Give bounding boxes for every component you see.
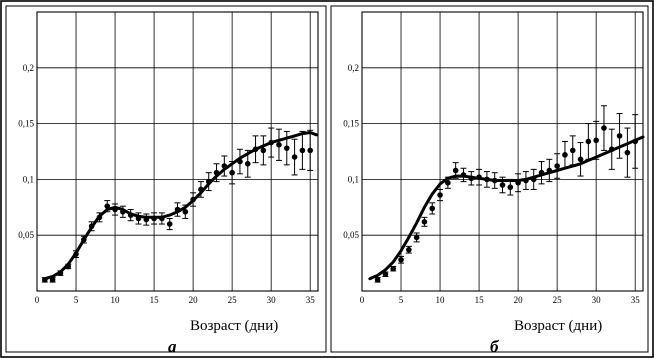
- panel-a-data-point: [166, 221, 173, 227]
- panel-a-data-point: [283, 145, 290, 151]
- panel-b-data-point: [429, 205, 436, 212]
- panel-a-x-tick-label: 0: [35, 295, 40, 305]
- panel-b-y-tick-label: 0,05: [343, 230, 359, 240]
- panel-b-data-point: [452, 167, 459, 174]
- panel-a-data-point: [182, 208, 189, 215]
- panel-a-border: [5, 5, 327, 353]
- panel-a-data-point: [244, 160, 251, 167]
- panel-b-y-tick-label: 0,15: [343, 119, 359, 129]
- panel-a-x-tick-label: 15: [150, 295, 160, 305]
- panel-b-data-point: [585, 138, 592, 145]
- panel-b-x-tick-label: 30: [592, 295, 602, 305]
- panel-a-data-point: [276, 142, 282, 148]
- panel-b-data-point: [507, 184, 514, 191]
- panel-b-data-point: [624, 149, 631, 156]
- panel-b-data-point: [593, 137, 599, 144]
- panel-b-data-point: [406, 246, 412, 253]
- panel-a-y-tick-label: 0,05: [18, 230, 34, 240]
- panel-a-plot-frame: [36, 11, 319, 292]
- panel-a-x-tick-label: 20: [189, 295, 199, 305]
- panel-b-y-tick-label: 0,1: [348, 174, 359, 184]
- panel-a-y-tick-label: 0,1: [23, 174, 34, 184]
- panel-a: 0 5 10 15 20 25 30 35 0,05 0,1 0,15 0,2: [18, 11, 319, 305]
- panel-b-data-point: [554, 163, 560, 169]
- panel-a-y-tick-label: 0,15: [18, 119, 34, 129]
- panel-b-data-point: [562, 152, 568, 158]
- panel-b-data-point: [616, 133, 623, 139]
- panel-a-data-point: [291, 154, 298, 160]
- panel-b-x-tick-label: 15: [475, 295, 485, 305]
- panel-b: 0 5 10 15 20 25 30 35 0,05 0,1 0,15 0,2: [343, 11, 645, 305]
- panel-b-x-tick-label: 0: [360, 295, 365, 305]
- panel-b-xlabel: Возраст (дни): [514, 318, 602, 334]
- panel-a-x-tick-label: 30: [267, 295, 277, 305]
- panel-b-x-tick-label: 35: [631, 295, 641, 305]
- panel-a-y-tick-label: 0,2: [23, 63, 34, 73]
- panel-b-x-tick-label: 10: [436, 295, 446, 305]
- panel-b-data-point: [499, 182, 506, 188]
- panel-a-data-point: [299, 147, 306, 154]
- panel-b-fit-line: [368, 135, 645, 281]
- panel-b-plot-frame: [361, 11, 644, 292]
- panel-b-data-point: [437, 192, 443, 198]
- panel-b-data-point: [382, 271, 389, 278]
- panel-b-x-tick-label: 5: [399, 295, 404, 305]
- panel-b-data-point: [374, 277, 381, 283]
- panel-a-data-point: [307, 147, 313, 154]
- panel-a-x-tick-label: 5: [74, 295, 79, 305]
- panel-b-letter: б: [490, 337, 500, 356]
- panel-b-x-tick-label: 20: [514, 295, 524, 305]
- panel-a-fit-line: [43, 131, 318, 281]
- panel-b-data-point: [398, 256, 404, 263]
- panel-b-data-point: [577, 156, 584, 163]
- panel-b-data-point: [421, 219, 428, 225]
- panel-a-letter: а: [168, 337, 177, 356]
- panel-b-data-point: [601, 125, 607, 131]
- panel-a-x-tick-label: 10: [111, 295, 121, 305]
- panel-a-xlabel: Возраст (дни): [190, 318, 278, 334]
- panel-a-x-tick-label: 25: [228, 295, 238, 305]
- panel-b-data-point: [390, 265, 397, 272]
- panel-b-border: [330, 5, 649, 353]
- panel-b-data-point: [569, 147, 576, 154]
- panel-a-data-point: [229, 169, 235, 176]
- panel-b-data-point: [413, 234, 420, 241]
- panel-b-data-point: [445, 179, 451, 186]
- panel-b-y-tick-label: 0,2: [348, 63, 359, 73]
- panel-a-data-point: [260, 147, 267, 154]
- panel-a-x-tick-label: 35: [306, 295, 316, 305]
- panel-b-x-tick-label: 25: [553, 295, 563, 305]
